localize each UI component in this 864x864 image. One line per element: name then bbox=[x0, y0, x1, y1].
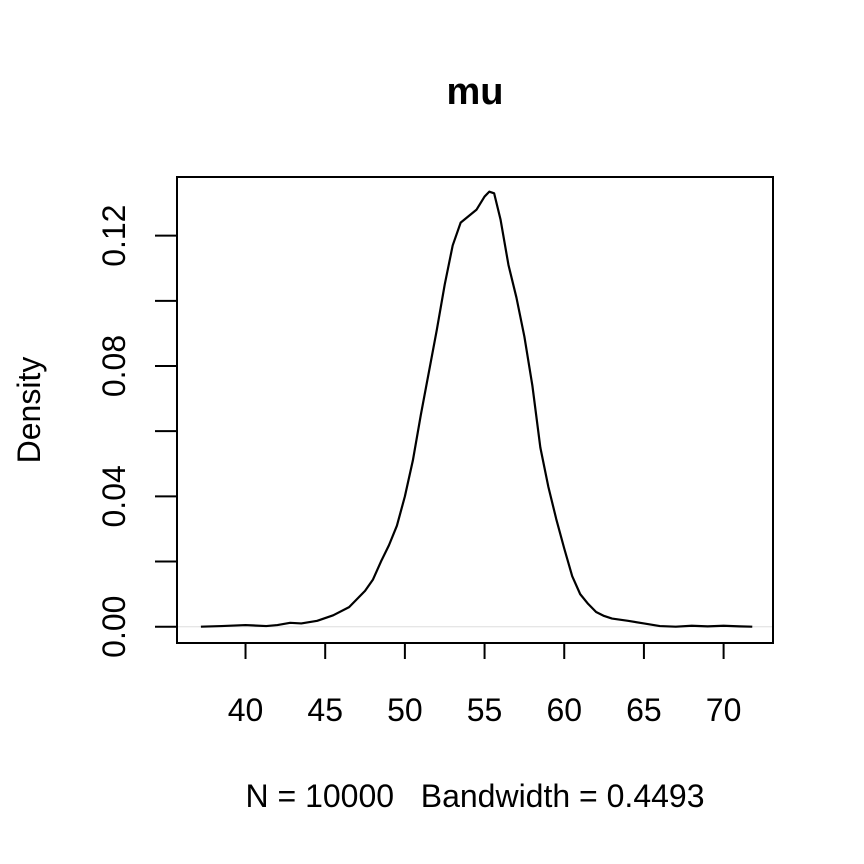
y-tick-label: 0.04 bbox=[96, 465, 132, 527]
x-tick-label: 60 bbox=[546, 692, 582, 728]
x-tick-label: 40 bbox=[228, 692, 264, 728]
x-tick-label: 50 bbox=[387, 692, 423, 728]
y-tick-label: 0.08 bbox=[96, 335, 132, 397]
y-tick-label: 0.00 bbox=[96, 596, 132, 658]
plot-frame bbox=[176, 176, 774, 644]
x-tick-label: 65 bbox=[626, 692, 662, 728]
chart-title: mu bbox=[447, 71, 504, 113]
y-axis-label: Density bbox=[11, 357, 47, 464]
x-tick-label: 45 bbox=[307, 692, 343, 728]
x-tick-label: 55 bbox=[467, 692, 503, 728]
x-axis-label: N = 10000 Bandwidth = 0.4493 bbox=[245, 778, 704, 814]
x-tick-label: 70 bbox=[706, 692, 742, 728]
density-curve-0 bbox=[200, 190, 753, 628]
y-tick-label: 0.12 bbox=[96, 205, 132, 267]
plot-area: 40 45 50 55 60 65 70 0.00 0.04 0.08 0.12 bbox=[96, 176, 774, 728]
